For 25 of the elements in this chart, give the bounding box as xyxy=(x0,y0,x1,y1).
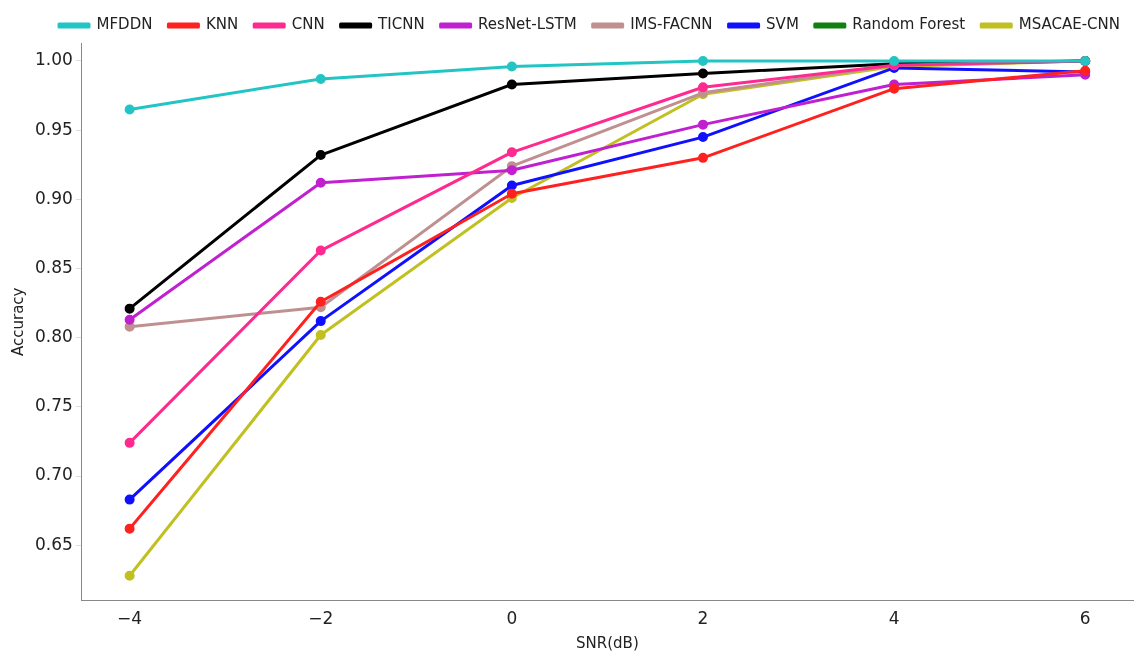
y-tick-label: 0.90 xyxy=(34,187,73,208)
y-tick-label: 0.65 xyxy=(34,533,73,554)
y-tick-label: 0.95 xyxy=(34,118,73,139)
legend-label: TICNN xyxy=(377,15,425,34)
y-tick-label: 0.80 xyxy=(34,326,73,347)
legend-label: KNN xyxy=(205,15,239,34)
y-axis-title: Accuracy xyxy=(8,287,27,357)
legend-label: IMS-FACNN xyxy=(630,15,713,34)
legend-label: Random Forest xyxy=(852,15,966,34)
legend-label: ResNet-LSTM xyxy=(478,15,577,34)
x-tick-label: −4 xyxy=(117,608,143,629)
legend-label: MSACAE-CNN xyxy=(1018,15,1120,34)
legend-label: MFDDN xyxy=(96,15,153,34)
x-tick-label: 6 xyxy=(1079,608,1091,629)
y-tick-label: 0.70 xyxy=(34,464,73,485)
y-tick-label: 0.75 xyxy=(34,395,73,416)
y-tick-label: 1.00 xyxy=(34,49,73,70)
x-tick-label: 2 xyxy=(697,608,709,629)
x-tick-label: −2 xyxy=(308,608,334,629)
y-tick-label: 0.85 xyxy=(34,256,73,277)
legend-label: CNN xyxy=(291,15,325,34)
x-tick-label: 0 xyxy=(506,608,518,629)
legend-label: SVM xyxy=(766,15,799,34)
x-axis-title: SNR(dB) xyxy=(576,633,639,652)
x-tick-label: 4 xyxy=(888,608,900,629)
